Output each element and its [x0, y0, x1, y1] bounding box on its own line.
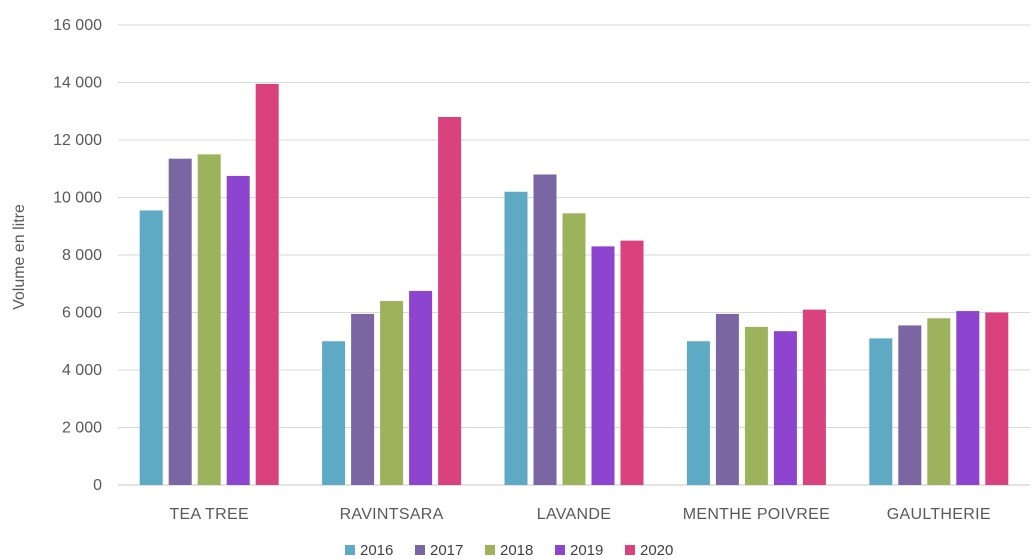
bar-ravintsara-2020 [438, 117, 462, 485]
bar-menthe-poivree-2019 [773, 331, 797, 485]
bars [139, 83, 1009, 485]
x-category-label: MENTHE POIVREE [683, 506, 830, 523]
bar-tea-tree-2016 [139, 210, 163, 485]
y-tick-label: 16 000 [53, 17, 102, 34]
bar-menthe-poivree-2016 [686, 341, 710, 485]
legend-swatch [345, 545, 355, 555]
y-tick-label: 10 000 [53, 190, 102, 207]
legend: 2016 2017 2018 2019 2020 [345, 542, 673, 559]
legend-item-2020: 2020 [625, 542, 673, 559]
y-tick-label: 4 000 [62, 362, 102, 379]
legend-swatch [415, 545, 425, 555]
x-category-label: LAVANDE [537, 506, 611, 523]
legend-item-2019: 2019 [555, 542, 603, 559]
legend-label: 2018 [500, 542, 533, 559]
y-tick-label: 8 000 [62, 247, 102, 264]
bar-ravintsara-2019 [409, 290, 433, 485]
legend-label: 2019 [570, 542, 603, 559]
bar-tea-tree-2017 [168, 158, 192, 485]
bar-gaultherie-2020 [985, 312, 1009, 485]
bar-lavande-2016 [504, 191, 528, 485]
y-axis-tick-labels: 0 2 000 4 000 6 000 8 000 10 000 12 000 14 000 1… [53, 17, 102, 494]
y-axis-title: Volume en litre [11, 204, 28, 310]
bar-gaultherie-2018 [927, 318, 951, 485]
legend-swatch [555, 545, 565, 555]
x-category-label: RAVINTSARA [340, 506, 444, 523]
bar-menthe-poivree-2018 [744, 326, 768, 485]
x-axis-category-labels: TEA TREE RAVINTSARA LAVANDE MENTHE POIVREE G… [169, 506, 990, 523]
y-tick-label: 2 000 [62, 420, 102, 437]
bar-menthe-poivree-2017 [715, 313, 739, 485]
bar-lavande-2020 [620, 240, 644, 485]
bar-gaultherie-2017 [898, 325, 922, 485]
bar-ravintsara-2017 [351, 313, 375, 485]
x-category-label: GAULTHERIE [887, 506, 991, 523]
x-category-label: TEA TREE [169, 506, 248, 523]
legend-swatch [625, 545, 635, 555]
bar-gaultherie-2016 [869, 338, 893, 485]
legend-item-2016: 2016 [345, 542, 393, 559]
legend-label: 2017 [430, 542, 463, 559]
bar-ravintsara-2018 [380, 301, 404, 485]
y-tick-label: 12 000 [53, 132, 102, 149]
bar-tea-tree-2019 [226, 175, 250, 485]
legend-item-2018: 2018 [485, 542, 533, 559]
bar-menthe-poivree-2020 [802, 309, 826, 485]
legend-label: 2020 [640, 542, 673, 559]
bar-gaultherie-2019 [956, 311, 980, 485]
legend-item-2017: 2017 [415, 542, 463, 559]
bar-ravintsara-2016 [322, 341, 346, 485]
bar-tea-tree-2018 [197, 154, 221, 485]
bar-lavande-2017 [533, 174, 557, 485]
bar-lavande-2019 [591, 246, 615, 485]
bar-tea-tree-2020 [255, 83, 279, 485]
y-tick-label: 6 000 [62, 305, 102, 322]
bar-lavande-2018 [562, 213, 586, 485]
legend-swatch [485, 545, 495, 555]
legend-label: 2016 [360, 542, 393, 559]
y-tick-label: 14 000 [53, 75, 102, 92]
y-tick-label: 0 [93, 477, 102, 494]
